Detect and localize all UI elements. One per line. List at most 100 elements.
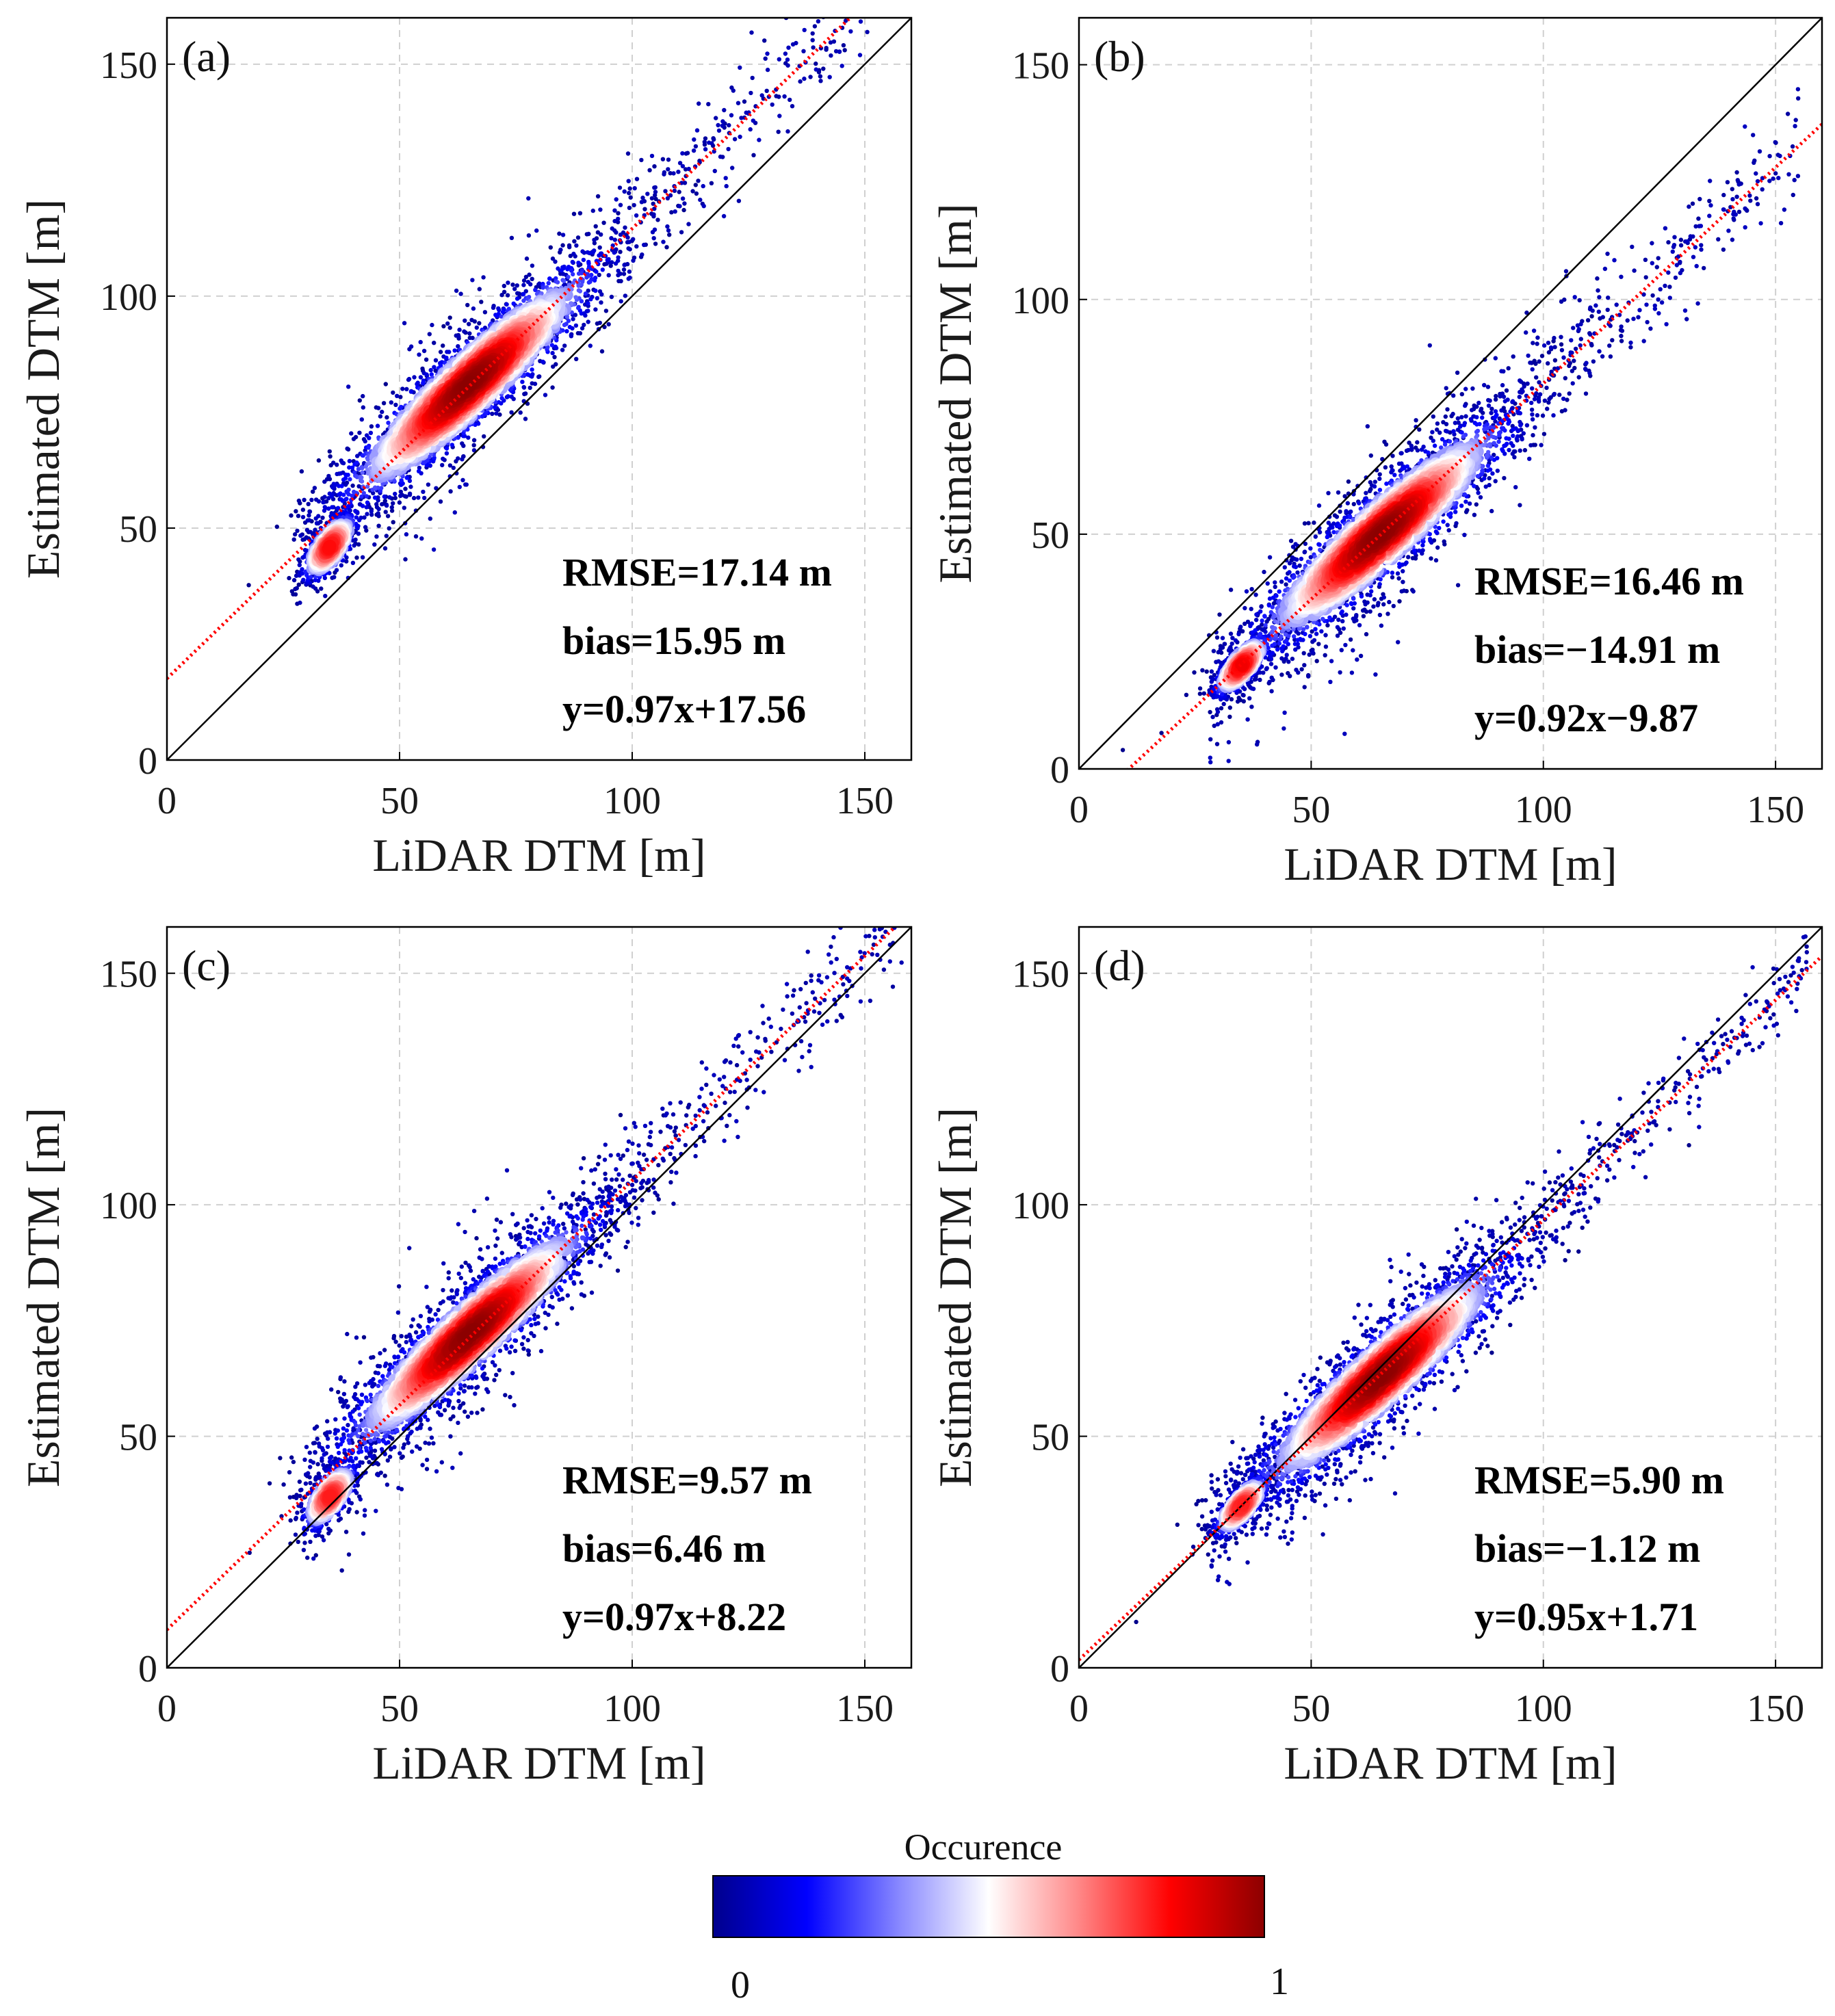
data-point — [346, 487, 351, 493]
data-point — [1619, 333, 1624, 339]
data-point — [441, 456, 445, 461]
data-point — [1435, 421, 1440, 426]
data-point — [306, 501, 311, 506]
data-point — [1534, 375, 1539, 380]
data-point — [786, 45, 791, 50]
data-point — [363, 525, 368, 529]
data-point — [1245, 717, 1250, 722]
data-point — [445, 321, 450, 326]
data-point — [1360, 608, 1366, 613]
data-point — [1589, 341, 1594, 347]
data-point — [291, 537, 296, 542]
data-point — [613, 261, 619, 266]
data-point — [373, 485, 378, 490]
data-point — [1698, 224, 1704, 228]
data-point — [827, 75, 832, 79]
data-point — [421, 380, 426, 386]
data-point — [505, 293, 510, 298]
data-point — [1279, 579, 1284, 584]
data-point — [1184, 692, 1189, 697]
data-point — [480, 414, 485, 419]
data-point — [1755, 179, 1760, 184]
data-point — [1312, 638, 1317, 643]
data-point — [246, 583, 251, 588]
stat-equation: y=0.97x+17.56 — [562, 687, 806, 731]
data-point — [1754, 196, 1759, 201]
data-point — [576, 271, 582, 276]
data-point — [1641, 292, 1646, 297]
data-point — [1331, 521, 1336, 526]
data-point — [750, 75, 755, 81]
data-point — [1279, 656, 1284, 661]
data-point — [407, 478, 413, 484]
data-point — [1557, 392, 1562, 397]
data-point — [424, 372, 429, 377]
data-point — [1450, 411, 1455, 417]
data-point — [1535, 335, 1540, 340]
data-point — [676, 170, 681, 174]
data-point — [575, 235, 581, 240]
data-point — [364, 528, 369, 533]
data-point — [1260, 622, 1264, 627]
data-point — [471, 306, 476, 311]
data-point — [1757, 149, 1762, 154]
data-point — [1338, 509, 1342, 514]
data-point — [623, 225, 627, 230]
data-point — [1249, 679, 1253, 684]
data-point — [490, 411, 495, 417]
data-point — [642, 207, 647, 211]
data-point — [308, 529, 313, 534]
data-point — [1454, 521, 1459, 526]
data-point — [1699, 247, 1704, 252]
data-point — [1730, 237, 1735, 242]
data-point — [617, 185, 623, 190]
data-point — [1261, 670, 1266, 675]
data-point — [550, 256, 556, 261]
data-point — [1654, 265, 1659, 270]
data-point — [457, 484, 462, 490]
data-point — [1120, 748, 1125, 752]
data-point — [417, 465, 422, 471]
data-point — [1379, 623, 1384, 628]
data-point — [549, 343, 554, 348]
data-point — [319, 586, 324, 591]
data-point — [334, 568, 339, 573]
data-point — [1478, 495, 1483, 500]
data-point — [341, 493, 346, 497]
data-point — [359, 494, 364, 499]
data-point — [1444, 386, 1448, 391]
data-point — [289, 589, 294, 594]
data-point — [655, 218, 660, 222]
data-point — [1641, 339, 1646, 343]
data-point — [618, 250, 623, 254]
data-point — [499, 395, 504, 401]
data-point — [509, 394, 514, 399]
data-point — [669, 210, 674, 215]
data-point — [1431, 438, 1435, 443]
data-point — [1549, 369, 1554, 374]
data-point — [330, 485, 335, 490]
data-point — [1778, 221, 1784, 226]
data-point — [716, 122, 720, 128]
data-point — [1576, 375, 1581, 380]
data-point — [639, 200, 645, 205]
data-point — [1595, 276, 1600, 281]
data-point — [1658, 287, 1663, 291]
data-point — [595, 194, 601, 199]
data-point — [447, 325, 452, 330]
data-point — [690, 189, 695, 194]
data-point — [477, 287, 482, 291]
data-point — [1755, 202, 1760, 207]
data-point — [606, 322, 611, 327]
data-point — [357, 430, 362, 435]
data-point — [627, 239, 632, 244]
data-point — [841, 42, 846, 48]
data-point — [1467, 501, 1472, 506]
data-point — [1637, 308, 1642, 313]
data-point — [1344, 509, 1349, 514]
data-point — [523, 274, 529, 279]
data-point — [1344, 612, 1349, 617]
data-point — [1535, 341, 1539, 346]
data-point — [1201, 691, 1207, 696]
data-point — [1614, 302, 1619, 307]
